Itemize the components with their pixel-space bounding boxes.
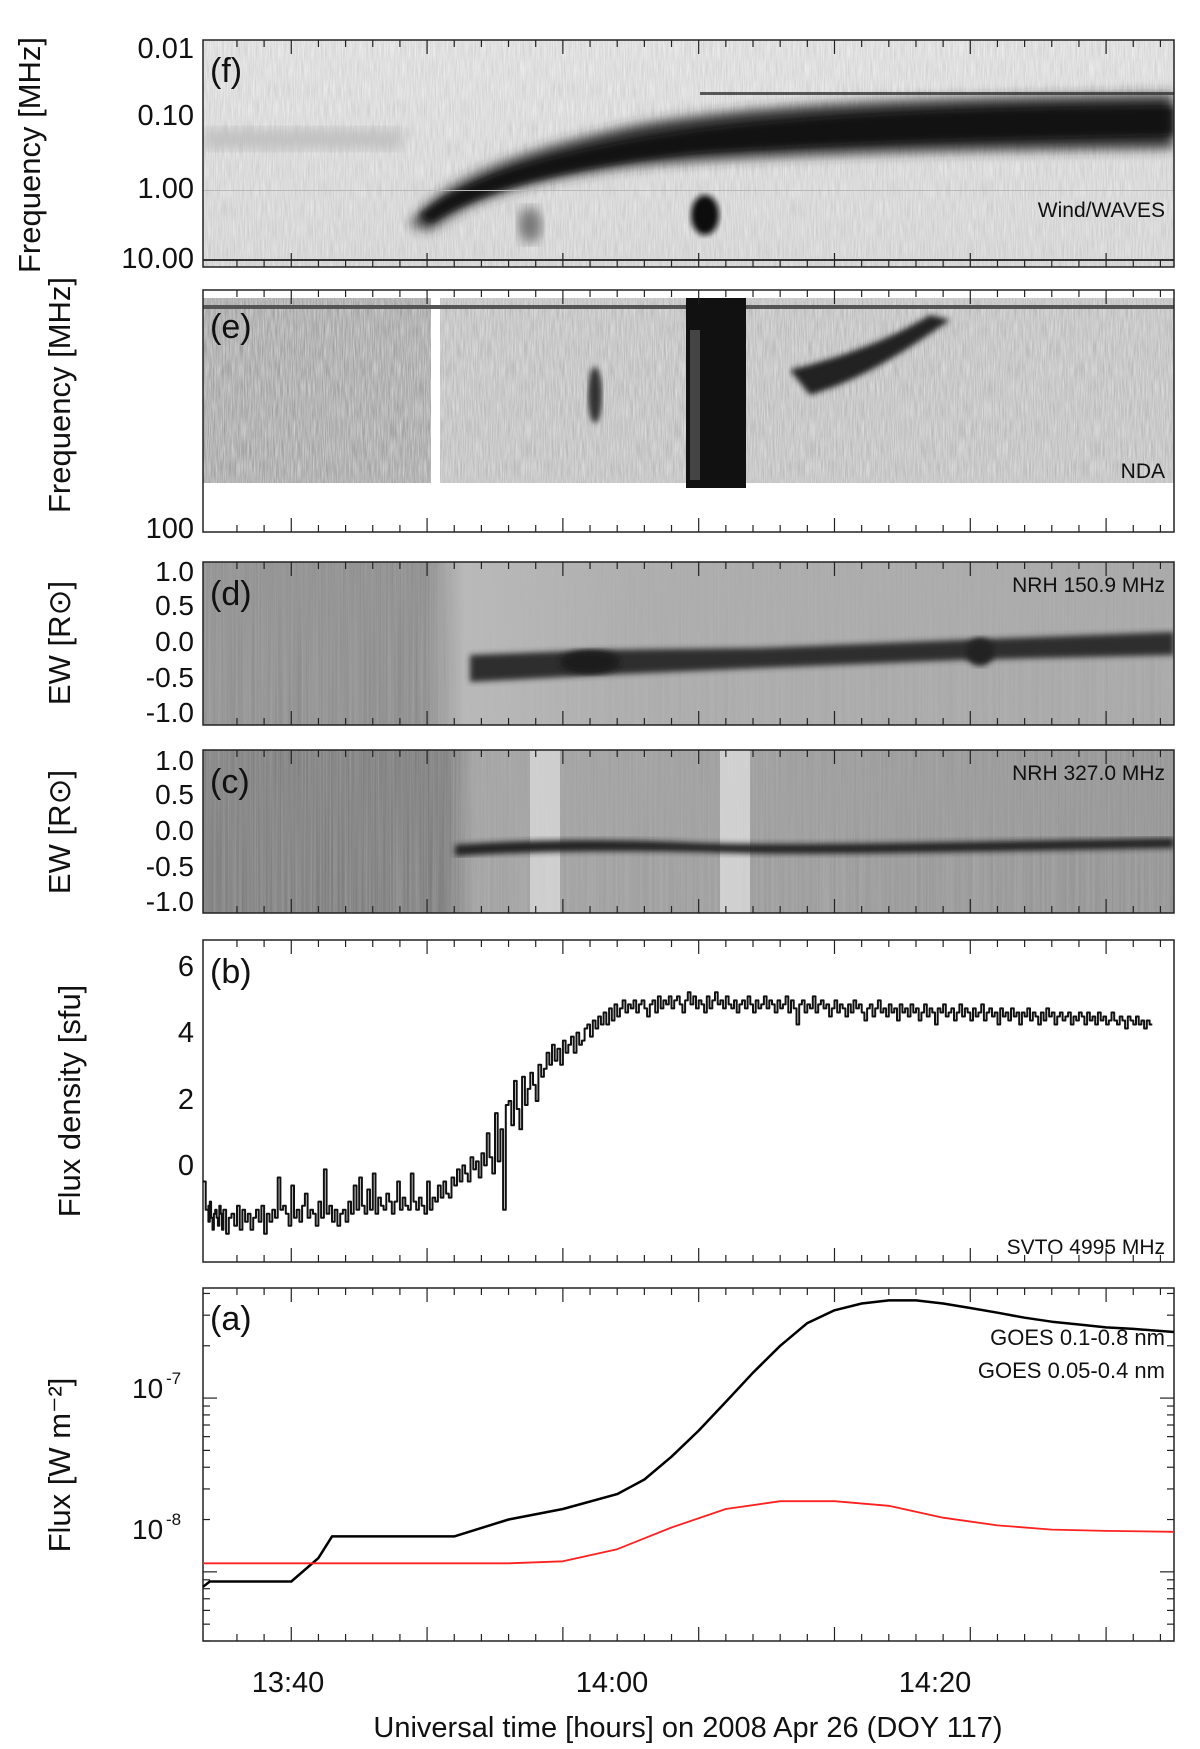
ytick-exponent: -7 [166, 1369, 181, 1388]
panel-letter-a: (a) [210, 1300, 252, 1338]
ytick-label: 1.0 [155, 745, 194, 776]
panel-c [202, 749, 1175, 914]
xtick-label: 13:40 [252, 1667, 325, 1699]
ytick-label: 0.5 [155, 779, 194, 810]
xtick-label: 14:00 [576, 1667, 649, 1699]
burst-1400 [691, 195, 719, 235]
goes-short-series [203, 1500, 1175, 1565]
panel-letter-f: (f) [210, 52, 242, 90]
yticks-panel-b: 6 4 2 0 [178, 951, 194, 1182]
ytick-label: 6 [178, 951, 194, 983]
x-axis-title: Universal time [hours] on 2008 Apr 26 (D… [373, 1712, 1002, 1744]
nda-drifting-band [790, 315, 950, 395]
ytick-label: -0.5 [146, 851, 194, 882]
panel-e [202, 289, 1175, 533]
ytick-label: 100 [146, 513, 194, 545]
ytick-label: 0.0 [155, 626, 194, 657]
svto-flux-series [203, 991, 1153, 1235]
ylabel-panel-e: Frequency [MHz] [42, 277, 77, 513]
legend-goes-short: GOES 0.05-0.4 nm [978, 1358, 1165, 1383]
ytick-label: 2 [178, 1084, 194, 1116]
axis-ticks [203, 40, 1174, 1642]
ytick-label: 4 [178, 1017, 194, 1049]
instrument-label-svto: SVTO 4995 MHz [1007, 1236, 1165, 1259]
goes-long-series [202, 1299, 1175, 1588]
nrh327-source-track [455, 838, 1174, 856]
nrh150-source-track [470, 632, 1174, 682]
panel-letter-e: (e) [210, 308, 252, 346]
ytick-label: 0 [178, 1150, 194, 1182]
ytick-label: -1.0 [146, 697, 194, 728]
instrument-label-nrh-150: NRH 150.9 MHz [1012, 574, 1165, 597]
ytick-label: 0.10 [138, 100, 194, 132]
ylabel-panel-f: Frequency [MHz] [12, 37, 47, 273]
instrument-label-nda: NDA [1121, 460, 1165, 483]
ytick-label: -1.0 [146, 886, 194, 917]
instrument-label-nrh-327: NRH 327.0 MHz [1012, 762, 1165, 785]
yticks-panel-a: 10 -7 10 -8 [132, 1369, 181, 1545]
ylabel-panel-b: Flux density [sfu] [52, 985, 87, 1218]
yticks-panel-c: 1.0 0.5 0.0 -0.5 -1.0 [146, 745, 194, 917]
ytick-label: 0.5 [155, 590, 194, 621]
ytick-label: 10 [132, 1373, 163, 1404]
ytick-label: 1.0 [155, 556, 194, 587]
ylabel-panel-a: Flux [W m⁻²] [42, 1378, 77, 1553]
ytick-label: 10.00 [121, 243, 194, 275]
ytick-label: 0.0 [155, 815, 194, 846]
ylabel-panel-d: EW [R⊙] [42, 581, 77, 705]
yticks-panel-e: 100 [146, 513, 194, 545]
yticks-panel-f: 0.01 0.10 1.00 10.00 [121, 33, 194, 275]
ytick-label: 0.01 [138, 33, 194, 65]
panel-letter-d: (d) [210, 575, 252, 613]
ytick-label: -0.5 [146, 662, 194, 693]
panel-a [202, 1287, 1175, 1642]
ytick-label: 1.00 [138, 173, 194, 205]
panel-letter-b: (b) [210, 953, 252, 991]
panel-letter-c: (c) [210, 763, 250, 801]
series-lines [202, 991, 1175, 1588]
instrument-label-wind-waves: Wind/WAVES [1038, 199, 1165, 222]
yticks-panel-d: 1.0 0.5 0.0 -0.5 -1.0 [146, 556, 194, 728]
xtick-label: 14:20 [899, 1667, 972, 1699]
ytick-label: 10 [132, 1514, 163, 1545]
panel-d [202, 561, 1175, 726]
panel-f [202, 39, 1175, 268]
legend-goes-long: GOES 0.1-0.8 nm [990, 1325, 1165, 1350]
xticks: 13:40 14:00 14:20 [252, 1667, 972, 1699]
ytick-exponent: -8 [166, 1510, 181, 1529]
ylabel-panel-c: EW [R⊙] [42, 770, 77, 894]
